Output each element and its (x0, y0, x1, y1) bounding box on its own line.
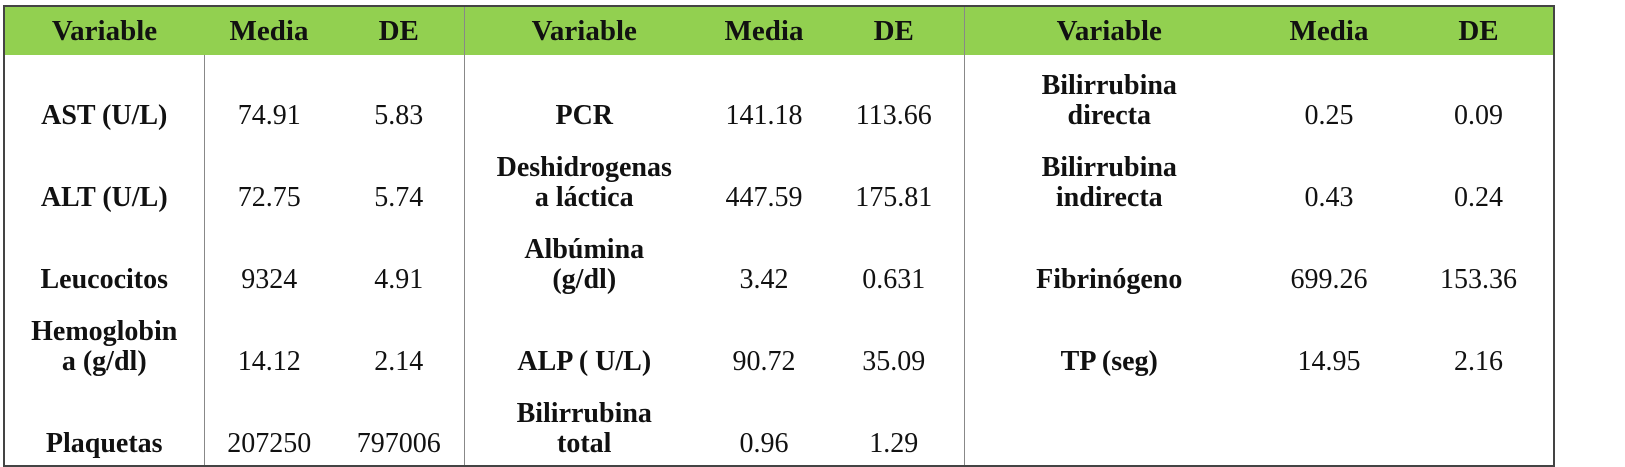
value-cell: 447.59 (725, 182, 803, 213)
header-cell: Variable (963, 6, 1254, 55)
variable-cell: ALT (U/L) (4, 137, 205, 219)
value-cell: 141.18 (725, 100, 803, 131)
value-cell: 14.12 (237, 346, 301, 377)
value-cell: 35.09 (862, 346, 926, 377)
value-cell: 2.14 (374, 346, 424, 377)
variable-cell: Albúmina (g/dl) (463, 219, 704, 301)
header-cell: DE (334, 6, 464, 55)
value-cell: 0.631 (862, 264, 926, 295)
value-cell: 0.25 (1304, 100, 1354, 131)
variable-cell: Hemoglobin a (g/dl) (4, 301, 205, 383)
header-cell: Media (704, 6, 824, 55)
table-row: Plaquetas 207250 797006 Bilirrubina total 0.… (4, 383, 1554, 466)
variable-cell: TP (seg) (963, 301, 1254, 383)
page: Variable Media DE Variable Media DE Variable Me… (3, 5, 1555, 467)
variable-cell: ALP ( U/L) (463, 301, 704, 383)
value-cell: 9324 (241, 264, 298, 295)
variable-cell: Bilirrubina indirecta (963, 137, 1254, 219)
value-cell (1404, 383, 1554, 466)
variable-cell: Fibrinógeno (963, 219, 1254, 301)
header-cell: Variable (4, 6, 204, 55)
variable-cell: Leucocitos (4, 219, 205, 301)
value-cell: 0.09 (1454, 100, 1503, 131)
value-cell: 699.26 (1290, 264, 1368, 295)
variable-cell: Bilirrubina directa (963, 55, 1254, 137)
header-cell: DE (824, 6, 964, 55)
value-cell: 4.91 (374, 264, 424, 295)
variable-cell: PCR (463, 55, 704, 137)
table-row: Leucocitos 9324 4.91 Albúmina (g/dl) 3.42 0.6… (4, 219, 1554, 301)
table-row: AST (U/L) 74.91 5.83 PCR 141.18 113.66 Bilirru… (4, 55, 1554, 137)
value-cell: 175.81 (855, 182, 933, 213)
value-cell: 72.75 (237, 182, 301, 213)
table-row: Hemoglobin a (g/dl) 14.12 2.14 ALP ( U/L) 90… (4, 301, 1554, 383)
value-cell: 207250 (227, 428, 312, 459)
value-cell: 113.66 (855, 100, 932, 131)
header-cell: Media (1254, 6, 1404, 55)
table-row: ALT (U/L) 72.75 5.74 Deshidrogenas a láctic… (4, 137, 1554, 219)
variable-cell: Plaquetas (4, 383, 205, 466)
value-cell: 797006 (356, 428, 441, 459)
value-cell: 5.83 (374, 100, 424, 131)
variable-cell: AST (U/L) (4, 55, 205, 137)
value-cell: 0.43 (1304, 182, 1354, 213)
value-cell: 153.36 (1440, 264, 1517, 295)
variable-cell (963, 383, 1254, 466)
value-cell: 1.29 (869, 428, 919, 459)
header-cell: DE (1404, 6, 1554, 55)
value-cell: 5.74 (374, 182, 424, 213)
value-cell: 74.91 (237, 100, 301, 131)
header-row: Variable Media DE Variable Media DE Variable Me… (4, 6, 1554, 55)
value-cell (1254, 383, 1404, 466)
header-cell: Variable (463, 6, 704, 55)
value-cell: 0.96 (739, 428, 789, 459)
value-cell: 14.95 (1297, 346, 1361, 377)
value-cell: 2.16 (1454, 346, 1503, 377)
variable-cell: Deshidrogenas a láctica (463, 137, 704, 219)
value-cell: 3.42 (739, 264, 789, 295)
table-body: AST (U/L) 74.91 5.83 PCR 141.18 113.66 Bilirru… (4, 55, 1554, 466)
value-cell: 90.72 (732, 346, 796, 377)
data-table: Variable Media DE Variable Media DE Variable Me… (3, 5, 1555, 467)
variable-cell: Bilirrubina total (463, 383, 704, 466)
value-cell: 0.24 (1454, 182, 1503, 213)
header-cell: Media (204, 6, 334, 55)
